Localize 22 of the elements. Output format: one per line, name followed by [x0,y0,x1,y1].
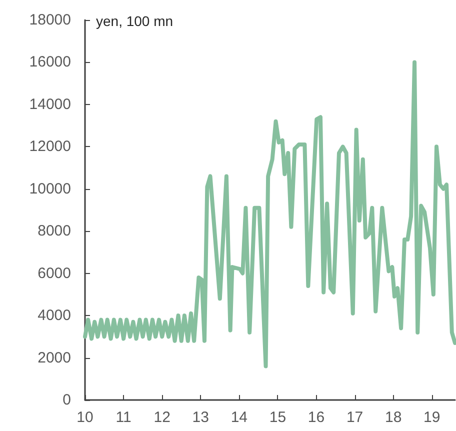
y-tick-label: 12000 [29,138,71,156]
x-tick-label: 10 [76,409,94,426]
y-tick-label: 2000 [38,349,71,366]
x-tick-label: 19 [424,409,440,426]
x-tick-label: 15 [269,409,286,426]
x-tick-label: 11 [116,409,132,426]
x-tick-label: 18 [384,409,402,426]
x-tick-label: 14 [230,409,248,426]
y-tick-label: 16000 [29,54,71,71]
x-tick-label: 17 [346,409,364,426]
x-tick-label: 12 [154,409,170,426]
y-tick-label: 10000 [29,180,71,198]
x-tick-label: 16 [308,409,325,426]
x-tick-label: 13 [192,409,209,426]
y-tick-label: 14000 [29,96,71,113]
y-axis-title: yen, 100 mn [96,13,174,29]
line-series [83,60,456,368]
y-tick-label: 18000 [29,12,71,28]
y-tick-label: 0 [62,392,71,408]
y-tick-label: 6000 [38,264,71,282]
y-tick-label: 8000 [38,222,71,240]
y-tick-label: 4000 [38,307,71,324]
